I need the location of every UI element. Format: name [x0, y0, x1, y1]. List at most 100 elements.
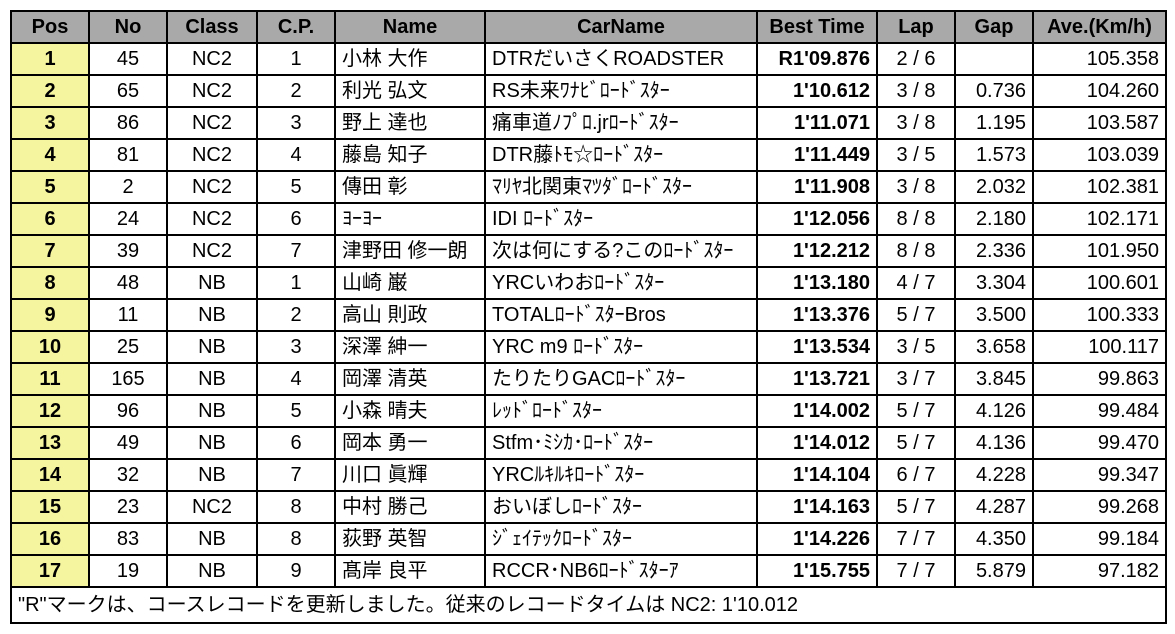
cell-carname: IDI ﾛｰﾄﾞｽﾀｰ: [485, 203, 757, 235]
col-header-ave: Ave.(Km/h): [1033, 11, 1166, 43]
cell-no: 11: [89, 299, 167, 331]
cell-best: 1'11.071: [757, 107, 877, 139]
cell-no: 65: [89, 75, 167, 107]
cell-best: 1'12.056: [757, 203, 877, 235]
table-row: 1025NB3深澤 紳一YRC m9 ﾛｰﾄﾞｽﾀｰ1'13.5343 / 53…: [11, 331, 1166, 363]
cell-lap: 3 / 8: [877, 107, 955, 139]
cell-carname: RS未来ﾜﾅﾋﾞﾛｰﾄﾞｽﾀｰ: [485, 75, 757, 107]
table-row: 481NC24藤島 知子DTR藤ﾄﾓ☆ﾛｰﾄﾞｽﾀｰ1'11.4493 / 51…: [11, 139, 1166, 171]
cell-pos: 7: [11, 235, 89, 267]
cell-ave: 99.268: [1033, 491, 1166, 523]
cell-ave: 105.358: [1033, 43, 1166, 75]
cell-lap: 8 / 8: [877, 203, 955, 235]
cell-class: NB: [167, 363, 257, 395]
cell-pos: 15: [11, 491, 89, 523]
col-header-no: No: [89, 11, 167, 43]
cell-gap: 1.195: [955, 107, 1033, 139]
cell-ave: 100.601: [1033, 267, 1166, 299]
col-header-cp: C.P.: [257, 11, 335, 43]
table-row: 145NC21小林 大作DTRだいさくROADSTERR1'09.8762 / …: [11, 43, 1166, 75]
cell-carname: おいぼしﾛｰﾄﾞｽﾀｰ: [485, 491, 757, 523]
cell-best: 1'11.449: [757, 139, 877, 171]
cell-lap: 6 / 7: [877, 459, 955, 491]
table-row: 52NC25傳田 彰ﾏﾘﾔ北関東ﾏﾂﾀﾞﾛｰﾄﾞｽﾀｰ1'11.9083 / 8…: [11, 171, 1166, 203]
cell-name: 津野田 修一朗: [335, 235, 485, 267]
cell-ave: 99.484: [1033, 395, 1166, 427]
cell-best: 1'12.212: [757, 235, 877, 267]
cell-name: 深澤 紳一: [335, 331, 485, 363]
cell-class: NB: [167, 395, 257, 427]
cell-no: 86: [89, 107, 167, 139]
table-row: 1296NB5小森 晴夫ﾚｯﾄﾞﾛｰﾄﾞｽﾀｰ1'14.0025 / 74.12…: [11, 395, 1166, 427]
cell-name: 野上 達也: [335, 107, 485, 139]
cell-pos: 8: [11, 267, 89, 299]
cell-ave: 103.587: [1033, 107, 1166, 139]
cell-cp: 8: [257, 523, 335, 555]
cell-class: NB: [167, 331, 257, 363]
cell-best: 1'14.163: [757, 491, 877, 523]
cell-carname: 痛車道ﾉﾌﾟﾛ.jrﾛｰﾄﾞｽﾀｰ: [485, 107, 757, 139]
cell-cp: 7: [257, 235, 335, 267]
cell-cp: 3: [257, 331, 335, 363]
cell-cp: 8: [257, 491, 335, 523]
cell-pos: 6: [11, 203, 89, 235]
cell-pos: 4: [11, 139, 89, 171]
col-header-name: Name: [335, 11, 485, 43]
cell-lap: 5 / 7: [877, 491, 955, 523]
cell-best: 1'10.612: [757, 75, 877, 107]
cell-best: 1'13.721: [757, 363, 877, 395]
cell-best: 1'14.002: [757, 395, 877, 427]
table-row: 1719NB9髙岸 良平RCCR･NB6ﾛｰﾄﾞｽﾀｰｱ1'15.7557 / …: [11, 555, 1166, 587]
cell-best: 1'13.376: [757, 299, 877, 331]
footnote-row: "R"マークは、コースレコードを更新しました。従来のレコードタイムは NC2: …: [11, 587, 1166, 623]
cell-carname: 次は何にする?このﾛｰﾄﾞｽﾀｰ: [485, 235, 757, 267]
cell-gap: 5.879: [955, 555, 1033, 587]
cell-no: 25: [89, 331, 167, 363]
cell-no: 165: [89, 363, 167, 395]
cell-name: 荻野 英智: [335, 523, 485, 555]
cell-lap: 2 / 6: [877, 43, 955, 75]
cell-ave: 103.039: [1033, 139, 1166, 171]
table-row: 1683NB8荻野 英智ｼﾞｪｲﾃｯｸﾛｰﾄﾞｽﾀｰ1'14.2267 / 74…: [11, 523, 1166, 555]
cell-ave: 99.184: [1033, 523, 1166, 555]
cell-gap: [955, 43, 1033, 75]
cell-name: 藤島 知子: [335, 139, 485, 171]
table-row: 1432NB7川口 眞輝YRCﾙｷﾙｷﾛｰﾄﾞｽﾀｰ1'14.1046 / 74…: [11, 459, 1166, 491]
cell-carname: ﾚｯﾄﾞﾛｰﾄﾞｽﾀｰ: [485, 395, 757, 427]
table-row: 624NC26ﾖｰﾖｰIDI ﾛｰﾄﾞｽﾀｰ1'12.0568 / 82.180…: [11, 203, 1166, 235]
cell-carname: YRCﾙｷﾙｷﾛｰﾄﾞｽﾀｰ: [485, 459, 757, 491]
cell-pos: 3: [11, 107, 89, 139]
cell-carname: RCCR･NB6ﾛｰﾄﾞｽﾀｰｱ: [485, 555, 757, 587]
col-header-pos: Pos: [11, 11, 89, 43]
cell-carname: たりたりGACﾛｰﾄﾞｽﾀｰ: [485, 363, 757, 395]
cell-lap: 3 / 5: [877, 331, 955, 363]
results-table-wrap: PosNoClassC.P.NameCarNameBest TimeLapGap…: [10, 10, 1165, 624]
cell-best: 1'14.226: [757, 523, 877, 555]
cell-class: NB: [167, 459, 257, 491]
cell-pos: 5: [11, 171, 89, 203]
cell-gap: 2.180: [955, 203, 1033, 235]
cell-gap: 0.736: [955, 75, 1033, 107]
cell-lap: 4 / 7: [877, 267, 955, 299]
cell-ave: 99.470: [1033, 427, 1166, 459]
cell-gap: 2.032: [955, 171, 1033, 203]
cell-gap: 3.500: [955, 299, 1033, 331]
cell-name: 傳田 彰: [335, 171, 485, 203]
cell-cp: 6: [257, 203, 335, 235]
cell-no: 81: [89, 139, 167, 171]
cell-cp: 7: [257, 459, 335, 491]
cell-carname: TOTALﾛｰﾄﾞｽﾀｰBros: [485, 299, 757, 331]
cell-no: 23: [89, 491, 167, 523]
header-row: PosNoClassC.P.NameCarNameBest TimeLapGap…: [11, 11, 1166, 43]
cell-best: R1'09.876: [757, 43, 877, 75]
cell-cp: 5: [257, 395, 335, 427]
cell-no: 32: [89, 459, 167, 491]
cell-no: 96: [89, 395, 167, 427]
cell-cp: 4: [257, 363, 335, 395]
table-row: 848NB1山崎 巌YRCいわおﾛｰﾄﾞｽﾀｰ1'13.1804 / 73.30…: [11, 267, 1166, 299]
cell-ave: 102.171: [1033, 203, 1166, 235]
cell-carname: Stfm･ﾐｼｶ･ﾛｰﾄﾞｽﾀｰ: [485, 427, 757, 459]
cell-best: 1'14.104: [757, 459, 877, 491]
cell-lap: 7 / 7: [877, 555, 955, 587]
table-row: 1349NB6岡本 勇一Stfm･ﾐｼｶ･ﾛｰﾄﾞｽﾀｰ1'14.0125 / …: [11, 427, 1166, 459]
